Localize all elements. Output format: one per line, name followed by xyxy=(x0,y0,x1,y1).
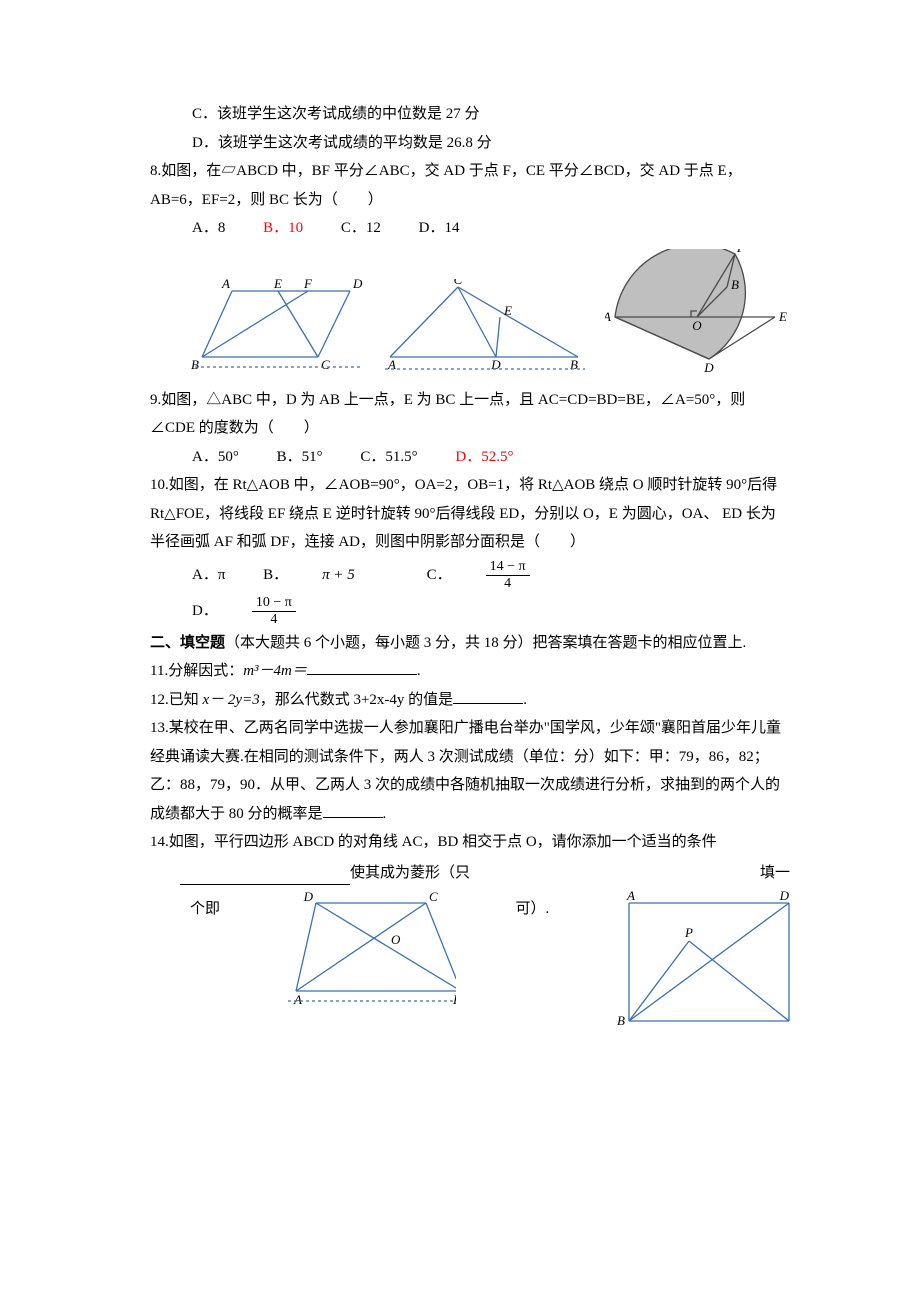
q14-figure-1: D C A B O xyxy=(286,891,456,1006)
q10-opt-a: A．π xyxy=(192,557,225,593)
q8-opt-d: D．14 xyxy=(419,214,460,243)
svg-text:B: B xyxy=(617,1013,625,1028)
q12-blank xyxy=(453,688,523,704)
q8-options: A．8 B．10 C．12 D．14 xyxy=(150,214,790,243)
q9-opt-c: C．51.5° xyxy=(360,443,417,472)
svg-text:C: C xyxy=(454,279,463,287)
svg-text:C: C xyxy=(321,357,330,372)
q12: 12.已知 x－ 2y=3，那么代数式 3+2x-4y 的值是. xyxy=(150,686,790,715)
svg-text:E: E xyxy=(273,279,282,291)
q13: 13.某校在甲、乙两名同学中选拔一人参加襄阳广播电台举办"国学风，少年颂"襄阳首… xyxy=(150,714,790,828)
svg-text:D: D xyxy=(490,357,501,372)
q8-opt-b: B．10 xyxy=(263,214,303,243)
svg-text:A: A xyxy=(387,357,396,372)
svg-text:A: A xyxy=(605,309,611,324)
q8-stem-text: 8.如图，在▱ABCD 中，BF 平分∠ABC，交 AD 于点 F，CE 平分∠… xyxy=(150,163,742,208)
section2-head: 二、填空题 xyxy=(150,635,225,651)
q10-opt-d: D． 10 − π4 xyxy=(192,593,364,629)
q8-opt-a: A．8 xyxy=(192,214,225,243)
svg-text:E: E xyxy=(503,303,512,318)
q10-b-expr: π + 5 xyxy=(322,557,355,593)
q11-expr: m³－4m＝ xyxy=(243,663,307,679)
q8-figure-3: A E O B D F xyxy=(605,249,790,374)
q8-figure-1: A E F D B C xyxy=(190,279,365,374)
q12-pre: 12.已知 xyxy=(150,692,203,708)
q14-flow: 使其成为菱形（只 填一 xyxy=(150,857,790,888)
q8-stem: 8.如图，在▱ABCD 中，BF 平分∠ABC，交 AD 于点 F，CE 平分∠… xyxy=(150,157,790,214)
svg-text:B: B xyxy=(191,357,199,372)
q9-opt-b: B．51° xyxy=(277,443,323,472)
q14-blank xyxy=(180,869,350,885)
svg-text:F: F xyxy=(736,249,746,255)
q10-c-den: 4 xyxy=(486,576,530,591)
svg-text:P: P xyxy=(684,925,693,940)
q11-pre: 11.分解因式： xyxy=(150,663,243,679)
svg-text:O: O xyxy=(692,318,702,333)
svg-text:B: B xyxy=(731,277,739,292)
q14-tail2: 个即 xyxy=(190,901,220,917)
section2-rest: （本大题共 6 个小题，每小题 3 分，共 18 分）把答案填在答题卡的相应位置… xyxy=(225,635,746,651)
q7-option-d: D．该班学生这次考试成绩的平均数是 26.8 分 xyxy=(150,129,790,158)
q11-blank xyxy=(307,659,417,675)
q13-text: 13.某校在甲、乙两名同学中选拔一人参加襄阳广播电台举办"国学风，少年颂"襄阳首… xyxy=(150,720,781,822)
q8-figure-2: A B C D E xyxy=(380,279,590,374)
q10-options: A．π B．π + 5 C．14 − π4 D．10 − π4 xyxy=(150,557,790,629)
q10-c-pre: C． xyxy=(427,557,452,593)
q12-mid2: ，那么代数式 3+2x-4y 的值是 xyxy=(260,692,453,708)
q12-mid1: x－ 2y=3 xyxy=(203,692,260,708)
q10-c-num: 14 − π xyxy=(486,559,530,575)
svg-text:B: B xyxy=(570,357,578,372)
svg-text:A: A xyxy=(626,891,635,903)
q10-stem: 10.如图，在 Rt△AOB 中，∠AOB=90°，OA=2，OB=1，将 Rt… xyxy=(150,471,790,557)
q7-option-c: C．该班学生这次考试成绩的中位数是 27 分 xyxy=(150,100,790,129)
q9-stem: 9.如图，△ABC 中，D 为 AB 上一点，E 为 BC 上一点，且 AC=C… xyxy=(150,386,790,443)
q8-opt-c: C．12 xyxy=(341,214,381,243)
q10-d-den: 4 xyxy=(252,612,296,627)
q14-tail3: 可）. xyxy=(516,901,550,917)
q10-opt-c: C． 14 − π4 xyxy=(427,557,598,593)
section2-heading: 二、填空题（本大题共 6 个小题，每小题 3 分，共 18 分）把答案填在答题卡… xyxy=(150,629,790,658)
q10-d-num: 10 − π xyxy=(252,595,296,611)
q8-figures-row: A E F D B C A B C D E A E O B D F xyxy=(190,249,790,374)
svg-text:E: E xyxy=(778,309,787,324)
q9-opt-d: D．52.5° xyxy=(455,443,513,472)
svg-text:D: D xyxy=(352,279,363,291)
q10-d-pre: D． xyxy=(192,593,218,629)
svg-text:B: B xyxy=(453,992,456,1006)
svg-text:A: A xyxy=(221,279,230,291)
svg-text:D: D xyxy=(703,360,714,374)
svg-text:O: O xyxy=(391,932,401,947)
q10-opt-b: B． π + 5 xyxy=(263,557,389,593)
q9-options: A．50° B．51° C．51.5° D．52.5° xyxy=(150,443,790,472)
q14-line1: 14.如图，平行四边形 ABCD 的对角线 AC，BD 相交于点 O，请你添加一… xyxy=(150,828,790,857)
q14-figures-row: 个即 D C A B O 可）. A D B C P xyxy=(190,891,790,1036)
svg-text:D: D xyxy=(302,891,313,904)
svg-text:D: D xyxy=(779,891,790,903)
q14-tail1: 填一 xyxy=(760,859,790,888)
q9-opt-a: A．50° xyxy=(192,443,239,472)
q10-b-pre: B． xyxy=(263,557,288,593)
q14-mid: 使其成为菱形（只 xyxy=(350,859,470,888)
svg-text:C: C xyxy=(429,891,438,904)
q11: 11.分解因式：m³－4m＝. xyxy=(150,657,790,686)
svg-text:F: F xyxy=(303,279,313,291)
q13-blank xyxy=(323,802,383,818)
q14-figure-2: ADBCP xyxy=(611,891,790,1036)
svg-text:A: A xyxy=(293,992,302,1006)
